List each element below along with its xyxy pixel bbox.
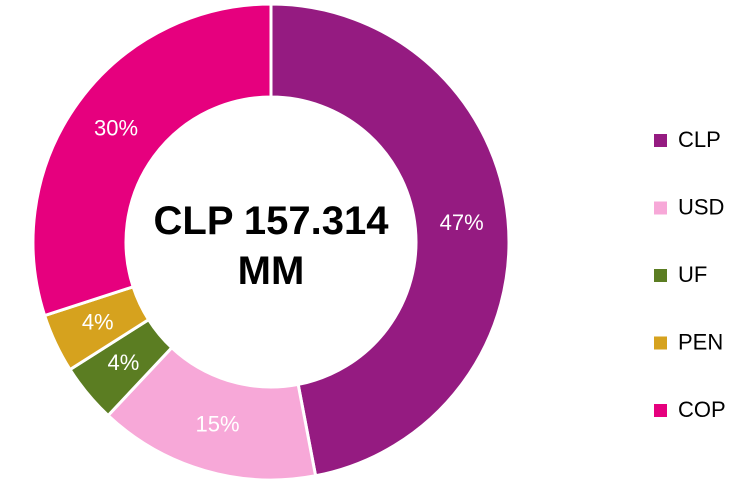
slice-label: 47% <box>440 210 484 235</box>
legend-label: COP <box>678 397 726 422</box>
legend-label: PEN <box>678 329 723 354</box>
slice-label: 30% <box>94 115 138 140</box>
legend-swatch <box>654 269 667 282</box>
legend-swatch <box>654 201 667 215</box>
legend-label: USD <box>678 194 724 219</box>
slice-label: 4% <box>82 309 114 334</box>
legend-label: UF <box>678 262 707 287</box>
legend-swatch <box>654 336 667 350</box>
slice-label: 15% <box>196 412 240 437</box>
slice-label: 4% <box>108 350 140 375</box>
legend-swatch <box>654 134 667 147</box>
legend-label: CLP <box>678 127 721 152</box>
center-label: CLP 157.314 MM <box>153 199 389 293</box>
legend-swatch <box>654 404 667 417</box>
donut-slice <box>269 2 511 478</box>
donut-slice <box>31 2 273 318</box>
